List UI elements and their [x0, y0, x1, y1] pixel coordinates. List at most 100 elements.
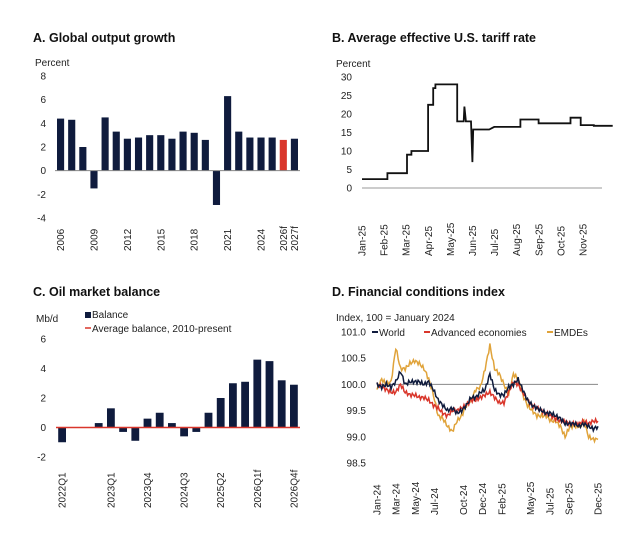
panel-title: A. Global output growth	[33, 31, 175, 45]
x-tick-label: 2026Q4f	[289, 469, 300, 508]
y-tick-label: 4	[40, 364, 46, 375]
bar-2022Q4	[94, 423, 103, 428]
x-tick-label: Oct-25	[556, 226, 567, 256]
y-axis-label: Percent	[35, 58, 70, 69]
series-line-world	[376, 370, 599, 434]
x-tick-label: Jan-24	[373, 484, 384, 515]
y-tick-label: 10	[341, 147, 353, 158]
x-tick-label: Sep-25	[534, 223, 545, 256]
x-tick-label: 2026f	[279, 226, 290, 251]
x-tick-label: Dec-25	[594, 482, 605, 515]
bar-2024Q2	[167, 423, 176, 428]
y-tick-label: 2	[40, 394, 46, 405]
bar-2021	[224, 96, 232, 171]
bar-2025Q3	[228, 383, 237, 428]
x-tick-label: Oct-24	[459, 485, 470, 515]
x-tick-label: Aug-25	[512, 223, 523, 256]
y-tick-label: 100.5	[341, 354, 366, 365]
bar-2023Q3	[131, 427, 140, 441]
bar-2026Q3f	[277, 380, 286, 428]
legend-label: Advanced economies	[431, 328, 527, 339]
bar-2015	[157, 135, 165, 171]
x-tick-label: Apr-25	[424, 226, 435, 256]
x-tick-label: Jun-25	[468, 225, 479, 256]
x-tick-label: Mar-24	[392, 483, 403, 515]
bar-2024Q3	[180, 427, 189, 437]
y-tick-label: 0	[346, 184, 352, 195]
y-tick-label: 2	[40, 143, 46, 154]
y-tick-label: 6	[40, 95, 46, 106]
y-tick-label: 8	[40, 72, 46, 83]
y-axis-label: Mb/d	[36, 314, 58, 325]
series-line-tariff-rate	[362, 83, 613, 181]
x-tick-label: Dec-24	[478, 482, 489, 515]
legend-label: EMDEs	[554, 328, 588, 339]
bar-2027f	[290, 138, 298, 171]
bar-2020	[212, 170, 221, 205]
bar-2024Q1	[155, 412, 164, 428]
x-tick-label: 2023Q4	[143, 472, 154, 508]
legend-label-average: Average balance, 2010-present	[92, 324, 232, 335]
y-tick-label: 25	[341, 91, 353, 102]
legend-swatch-balance	[85, 312, 91, 318]
y-tick-label: 20	[341, 110, 353, 121]
x-tick-label: 2022Q1	[58, 472, 69, 508]
y-tick-label: 0	[40, 423, 46, 434]
bar-2023	[246, 137, 254, 171]
series-line-emdes	[376, 343, 599, 444]
x-tick-label: May-25	[446, 222, 457, 256]
bar-2012	[123, 138, 131, 171]
bar-2006	[57, 118, 65, 171]
bar-2023Q1	[106, 408, 115, 428]
x-tick-label: Jan-25	[358, 225, 369, 256]
x-tick-label: 2009	[89, 228, 100, 251]
y-tick-label: 15	[341, 128, 353, 139]
x-tick-label: 2024Q3	[180, 472, 191, 508]
y-tick-label: 100.0	[341, 380, 366, 391]
panel-title: C. Oil market balance	[33, 285, 160, 299]
bar-2011	[112, 131, 120, 171]
y-tick-label: -4	[37, 214, 46, 225]
x-tick-label: 2023Q1	[106, 472, 117, 508]
bar-2026Q2f	[265, 361, 274, 428]
bar-2010	[101, 117, 109, 171]
y-tick-label: 0	[40, 166, 46, 177]
x-tick-label: 2027f	[290, 226, 301, 251]
bar-2007	[68, 119, 76, 171]
bar-2022Q1	[58, 427, 67, 443]
x-tick-label: Feb-25	[497, 483, 508, 515]
series-line-advanced-economies	[376, 379, 599, 429]
bar-2014	[146, 135, 154, 171]
bar-2019	[201, 139, 209, 171]
bar-2026Q4f	[289, 384, 298, 428]
x-tick-label: 2024	[257, 228, 268, 251]
x-tick-label: Jul-24	[430, 487, 441, 515]
bar-2023Q4	[143, 418, 152, 428]
x-tick-label: Jul-25	[490, 228, 501, 256]
bar-2025	[268, 137, 276, 171]
bar-2008	[79, 147, 87, 171]
x-tick-label: 2021	[223, 228, 234, 251]
y-tick-label: 6	[40, 335, 46, 346]
x-tick-label: 2012	[123, 228, 134, 251]
y-tick-label: 99.5	[347, 406, 367, 417]
bar-2024Q4	[192, 427, 201, 432]
y-tick-label: 5	[346, 165, 352, 176]
panel-title: B. Average effective U.S. tariff rate	[332, 31, 536, 45]
bar-2026f	[279, 139, 287, 171]
x-tick-label: 2006	[56, 228, 67, 251]
bar-2009	[90, 170, 98, 189]
y-tick-label: 99.0	[347, 432, 367, 443]
x-tick-label: Jul-25	[545, 487, 556, 515]
x-tick-label: May-24	[411, 481, 422, 515]
bar-2017	[179, 131, 187, 171]
x-tick-label: Nov-25	[579, 223, 590, 256]
bar-2016	[168, 138, 176, 171]
x-tick-label: 2025Q2	[216, 472, 227, 508]
legend-label-balance: Balance	[92, 310, 129, 321]
x-tick-label: May-25	[526, 481, 537, 515]
x-tick-label: Mar-25	[402, 224, 413, 256]
y-axis-label: Percent	[336, 59, 371, 70]
bar-2018	[190, 132, 198, 171]
